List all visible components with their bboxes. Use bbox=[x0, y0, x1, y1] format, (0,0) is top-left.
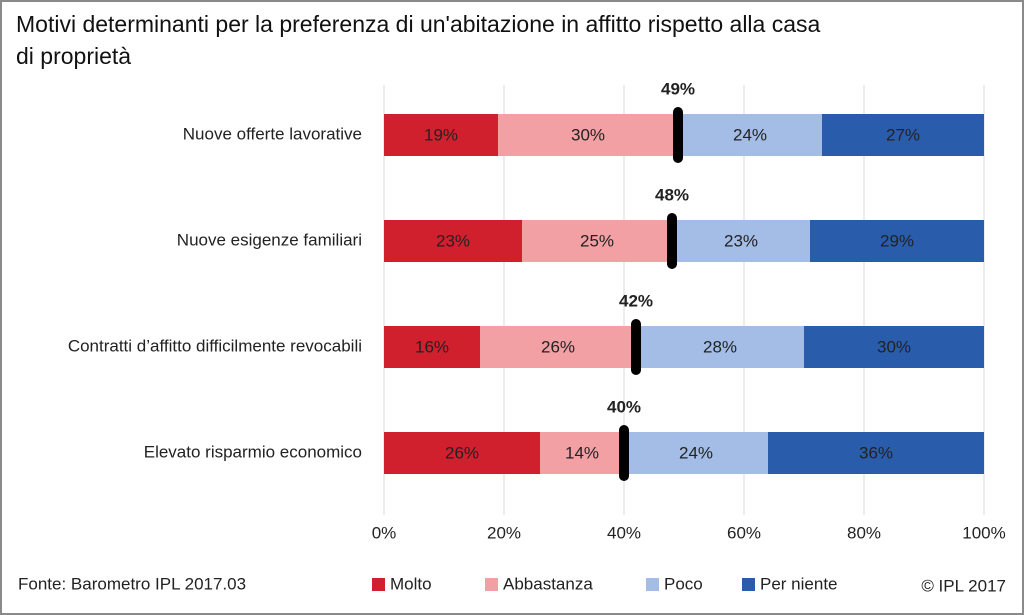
bar-segment bbox=[678, 114, 822, 156]
marker bbox=[667, 213, 677, 269]
chart-title: Motivi determinanti per la preferenza di… bbox=[16, 11, 821, 69]
value-label: 23% bbox=[436, 231, 470, 250]
legend-label: Molto bbox=[390, 574, 432, 593]
bar-segment bbox=[624, 432, 768, 474]
x-tick-label: 20% bbox=[487, 523, 521, 542]
legend-label: Poco bbox=[664, 574, 703, 593]
marker bbox=[619, 425, 629, 481]
value-label: 36% bbox=[859, 443, 893, 462]
value-label: 24% bbox=[733, 125, 767, 144]
legend-swatch bbox=[485, 578, 498, 591]
bar-segment bbox=[384, 220, 522, 262]
bar-segment bbox=[540, 432, 624, 474]
value-label: 30% bbox=[571, 125, 605, 144]
x-tick-label: 0% bbox=[372, 523, 397, 542]
marker-label: 40% bbox=[607, 397, 641, 416]
x-tick-label: 80% bbox=[847, 523, 881, 542]
bar-segment bbox=[384, 432, 540, 474]
marker bbox=[631, 319, 641, 375]
bar-segment bbox=[810, 220, 984, 262]
bar-segment bbox=[384, 326, 480, 368]
legend-swatch bbox=[742, 578, 755, 591]
x-tick-label: 60% bbox=[727, 523, 761, 542]
marker-label: 48% bbox=[655, 185, 689, 204]
value-label: 28% bbox=[703, 337, 737, 356]
value-label: 16% bbox=[415, 337, 449, 356]
x-tick-label: 40% bbox=[607, 523, 641, 542]
value-label: 24% bbox=[679, 443, 713, 462]
legend-swatch bbox=[372, 578, 385, 591]
source: Fonte: Barometro IPL 2017.03 bbox=[18, 574, 246, 593]
value-label: 14% bbox=[565, 443, 599, 462]
copyright: © IPL 2017 bbox=[921, 576, 1006, 595]
bar-segment bbox=[804, 326, 984, 368]
legend-label: Abbastanza bbox=[503, 574, 593, 593]
bar-segment bbox=[522, 220, 672, 262]
value-label: 19% bbox=[424, 125, 458, 144]
value-label: 26% bbox=[541, 337, 575, 356]
value-label: 26% bbox=[445, 443, 479, 462]
marker-label: 42% bbox=[619, 291, 653, 310]
value-label: 25% bbox=[580, 231, 614, 250]
marker-label: 49% bbox=[661, 79, 695, 98]
bar-segment bbox=[768, 432, 984, 474]
value-label: 27% bbox=[886, 125, 920, 144]
bar-segment bbox=[636, 326, 804, 368]
bar-segment bbox=[672, 220, 810, 262]
x-tick-label: 100% bbox=[962, 523, 1005, 542]
bar-segment bbox=[384, 114, 498, 156]
bar-segment bbox=[498, 114, 678, 156]
y-tick-label: Contratti d’affitto difficilmente revoca… bbox=[68, 336, 362, 355]
legend-label: Per niente bbox=[760, 574, 838, 593]
value-label: 29% bbox=[880, 231, 914, 250]
y-tick-label: Nuove esigenze familiari bbox=[177, 230, 362, 249]
bar-segment bbox=[822, 114, 984, 156]
marker bbox=[673, 107, 683, 163]
value-label: 23% bbox=[724, 231, 758, 250]
value-label: 30% bbox=[877, 337, 911, 356]
y-tick-label: Nuove offerte lavorative bbox=[183, 124, 362, 143]
legend-swatch bbox=[646, 578, 659, 591]
bar-segment bbox=[480, 326, 636, 368]
y-tick-label: Elevato risparmio economico bbox=[144, 442, 362, 461]
